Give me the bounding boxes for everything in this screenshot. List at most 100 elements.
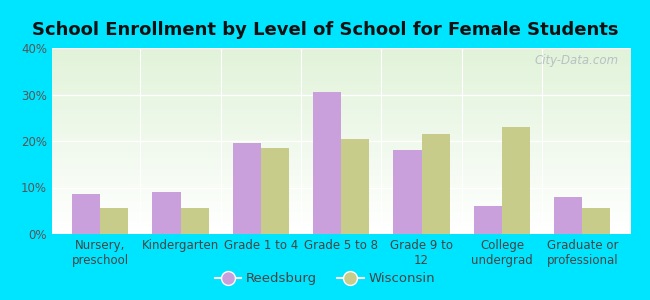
Bar bbox=[52, 52, 630, 54]
Bar bbox=[52, 202, 630, 204]
Bar bbox=[52, 76, 630, 78]
Bar bbox=[52, 193, 630, 195]
Bar bbox=[52, 165, 630, 167]
Bar bbox=[52, 94, 630, 96]
Bar bbox=[52, 180, 630, 182]
Bar bbox=[52, 54, 630, 56]
Bar bbox=[52, 176, 630, 178]
Bar bbox=[52, 189, 630, 191]
Bar bbox=[52, 107, 630, 110]
Bar bbox=[52, 147, 630, 148]
Bar bbox=[52, 137, 630, 139]
Bar bbox=[554, 197, 582, 234]
Bar bbox=[52, 87, 630, 89]
Bar bbox=[52, 200, 630, 202]
Bar bbox=[261, 148, 289, 234]
Bar bbox=[52, 145, 630, 147]
Bar bbox=[52, 178, 630, 180]
Bar bbox=[52, 141, 630, 143]
Bar bbox=[52, 93, 630, 94]
Bar bbox=[52, 226, 630, 228]
Bar bbox=[52, 223, 630, 225]
Bar bbox=[52, 184, 630, 186]
Bar bbox=[52, 230, 630, 232]
Bar bbox=[52, 191, 630, 193]
Bar bbox=[52, 68, 630, 70]
Bar bbox=[52, 65, 630, 67]
Bar bbox=[52, 206, 630, 208]
Bar bbox=[52, 117, 630, 119]
Text: School Enrollment by Level of School for Female Students: School Enrollment by Level of School for… bbox=[32, 21, 618, 39]
Bar bbox=[52, 156, 630, 158]
Bar bbox=[52, 96, 630, 98]
Bar bbox=[52, 217, 630, 219]
Bar bbox=[313, 92, 341, 234]
Bar bbox=[52, 172, 630, 175]
Bar bbox=[52, 67, 630, 68]
Bar bbox=[52, 182, 630, 184]
Bar bbox=[52, 225, 630, 226]
Bar bbox=[52, 188, 630, 189]
Bar bbox=[52, 61, 630, 63]
Bar bbox=[233, 143, 261, 234]
Bar bbox=[52, 204, 630, 206]
Bar bbox=[52, 232, 630, 234]
Bar bbox=[502, 127, 530, 234]
Bar bbox=[52, 126, 630, 128]
Bar bbox=[52, 50, 630, 52]
Bar bbox=[52, 128, 630, 130]
Bar bbox=[52, 210, 630, 212]
Bar bbox=[52, 197, 630, 199]
Bar bbox=[100, 208, 128, 234]
Bar bbox=[72, 194, 100, 234]
Bar bbox=[52, 122, 630, 124]
Bar bbox=[52, 175, 630, 176]
Bar bbox=[52, 143, 630, 145]
Bar bbox=[52, 221, 630, 223]
Bar bbox=[52, 110, 630, 111]
Bar bbox=[52, 57, 630, 59]
Bar bbox=[52, 89, 630, 91]
Bar bbox=[52, 208, 630, 210]
Bar bbox=[52, 83, 630, 85]
Bar bbox=[52, 169, 630, 171]
Bar bbox=[582, 208, 610, 234]
Bar bbox=[52, 214, 630, 215]
Bar bbox=[52, 228, 630, 230]
Bar bbox=[52, 102, 630, 104]
Bar bbox=[52, 135, 630, 137]
Bar bbox=[52, 104, 630, 106]
Bar bbox=[52, 74, 630, 76]
Bar bbox=[52, 215, 630, 217]
Bar bbox=[52, 111, 630, 113]
Bar bbox=[52, 130, 630, 132]
Bar bbox=[52, 161, 630, 163]
Bar bbox=[52, 134, 630, 135]
Bar bbox=[52, 82, 630, 83]
Bar bbox=[52, 115, 630, 117]
Bar bbox=[52, 121, 630, 122]
Bar bbox=[52, 160, 630, 161]
Bar bbox=[52, 98, 630, 100]
Bar bbox=[153, 192, 181, 234]
Bar bbox=[52, 59, 630, 61]
Bar bbox=[393, 150, 422, 234]
Bar bbox=[52, 80, 630, 82]
Bar bbox=[52, 106, 630, 107]
Bar bbox=[181, 208, 209, 234]
Bar bbox=[474, 206, 502, 234]
Bar bbox=[52, 167, 630, 169]
Bar bbox=[52, 48, 630, 50]
Bar bbox=[52, 186, 630, 188]
Legend: Reedsburg, Wisconsin: Reedsburg, Wisconsin bbox=[209, 267, 441, 290]
Bar bbox=[52, 70, 630, 72]
Bar bbox=[52, 132, 630, 134]
Bar bbox=[52, 212, 630, 214]
Bar bbox=[52, 85, 630, 87]
Bar bbox=[422, 134, 450, 234]
Bar bbox=[52, 171, 630, 172]
Bar bbox=[52, 150, 630, 152]
Bar bbox=[52, 113, 630, 115]
Bar bbox=[52, 195, 630, 197]
Bar bbox=[52, 199, 630, 200]
